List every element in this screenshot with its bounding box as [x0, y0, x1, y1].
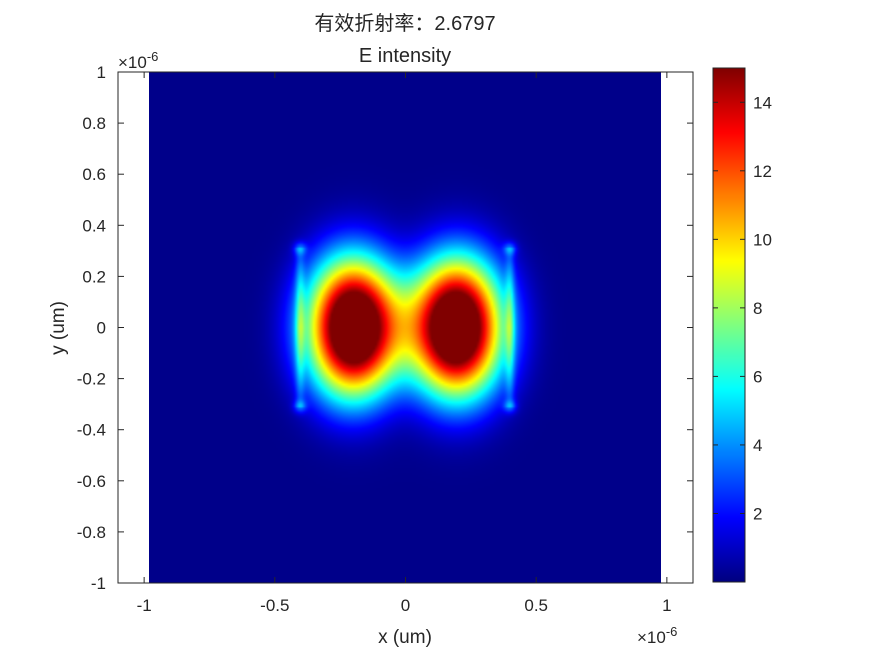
colorbar-tick-label: 4 — [753, 436, 762, 455]
y-tick-label: 0 — [97, 319, 106, 338]
y-axis-multiplier: ×10-6 — [118, 49, 158, 72]
x-tick-label: 0.5 — [524, 596, 548, 615]
colorbar: 2 4 6 8 10 12 14 — [712, 67, 772, 583]
colorbar-tick-label: 2 — [753, 504, 762, 523]
y-tick-label: -0.6 — [77, 472, 106, 491]
colorbar-tick-label: 12 — [753, 162, 772, 181]
colorbar-ticks: 2 4 6 8 10 12 14 — [713, 93, 772, 523]
y-tick-label: -0.8 — [77, 523, 106, 542]
y-axis-label: y (um) — [48, 301, 69, 355]
y-tick-label: -0.4 — [77, 421, 106, 440]
y-axis: 1 0.8 0.6 0.4 0.2 0 -0.2 -0.4 -0.6 -0.8 -1 — [77, 63, 693, 593]
plot-area — [117, 71, 694, 584]
y-multiplier-base: ×10 — [118, 53, 147, 72]
colorbar-box — [712, 67, 746, 583]
colorbar-tick-label: 8 — [753, 299, 762, 318]
y-tick-label: -0.2 — [77, 370, 106, 389]
chart-title-line1: 有效折射率：2.6797 — [314, 12, 495, 35]
y-multiplier-exponent: -6 — [147, 49, 159, 64]
y-tick-label: 1 — [97, 63, 106, 82]
colorbar-tick-label: 6 — [753, 367, 762, 386]
x-axis: -1 -0.5 0 0.5 1 — [137, 72, 672, 615]
x-multiplier-base: ×10 — [637, 628, 666, 647]
colorbar-gradient-frame — [713, 68, 745, 582]
x-tick-label: -1 — [137, 596, 152, 615]
x-tick-label: -0.5 — [260, 596, 289, 615]
y-tick-label: 0.2 — [82, 267, 106, 286]
y-tick-label: 0.4 — [82, 216, 106, 235]
y-tick-label: 0.8 — [82, 114, 106, 133]
colorbar-tick-label: 14 — [753, 93, 772, 112]
y-tick-label: 0.6 — [82, 165, 106, 184]
colorbar-tick-label: 10 — [753, 230, 772, 249]
heatmap-image-frame — [149, 72, 661, 583]
x-tick-label: 0 — [401, 596, 410, 615]
x-multiplier-exponent: -6 — [666, 624, 678, 639]
colorbar-gradient — [713, 68, 745, 582]
y-tick-label: -1 — [91, 574, 106, 593]
x-tick-label: 1 — [662, 596, 671, 615]
x-axis-label: x (um) — [378, 627, 432, 648]
x-axis-multiplier: ×10-6 — [637, 624, 677, 647]
heatmap-image — [149, 72, 661, 583]
chart-title-line2: E intensity — [359, 45, 451, 67]
